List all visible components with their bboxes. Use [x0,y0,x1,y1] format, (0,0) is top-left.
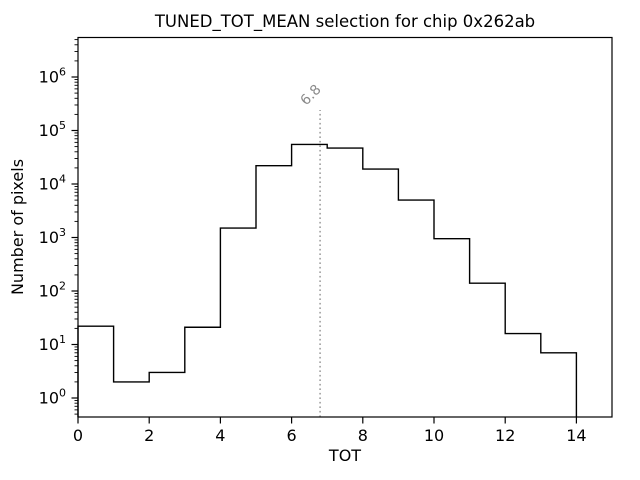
x-tick-label: 10 [424,426,444,445]
x-axis-tick-labels: 0 2 4 6 8 10 12 14 [73,426,587,445]
y-axis-label: Number of pixels [8,159,27,295]
x-tick-label: 14 [566,426,586,445]
x-tick-label: 6 [287,426,297,445]
y-tick-label: 106 [39,66,66,87]
y-tick-label: 105 [39,119,66,140]
y-axis-tick-labels: 100 101 102 103 104 105 106 [39,66,66,408]
histogram-step-line [77,143,578,417]
x-axis-label: TOT [328,446,361,465]
x-tick-label: 12 [495,426,515,445]
y-tick-label: 104 [39,173,66,194]
x-tick-label: 8 [358,426,368,445]
x-axis-ticks [77,417,578,424]
plot-area-frame [77,36,613,418]
y-tick-label: 100 [39,387,66,408]
threshold-vline-label: 6.8 [298,82,325,109]
chart-title: TUNED_TOT_MEAN selection for chip 0x262a… [154,12,535,32]
y-tick-label: 101 [39,333,66,354]
x-tick-label: 0 [73,426,83,445]
x-tick-label: 4 [215,426,225,445]
y-tick-label: 102 [39,280,66,301]
y-tick-label: 103 [39,226,66,247]
y-axis-major-ticks [71,76,78,399]
x-tick-label: 2 [144,426,154,445]
